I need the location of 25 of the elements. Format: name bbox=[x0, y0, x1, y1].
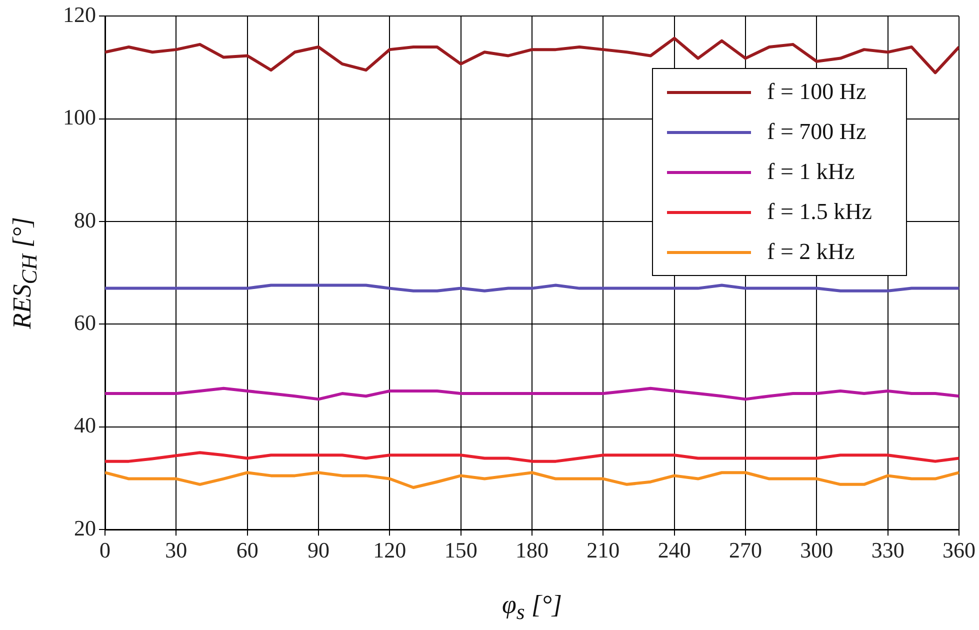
x-tick-label: 360 bbox=[942, 538, 976, 563]
y-tick-label: 80 bbox=[74, 207, 96, 232]
x-tick-label: 60 bbox=[236, 538, 258, 563]
x-tick-label: 210 bbox=[586, 538, 620, 563]
x-tick-label: 90 bbox=[308, 538, 330, 563]
legend-label: f = 1.5 kHz bbox=[767, 199, 872, 226]
x-tick-label: 150 bbox=[444, 538, 478, 563]
y-tick-label: 20 bbox=[74, 515, 96, 540]
x-tick-label: 30 bbox=[165, 538, 188, 563]
x-tick-label: 0 bbox=[100, 538, 110, 563]
x-tick-label: 270 bbox=[729, 538, 762, 563]
x-tick-label: 300 bbox=[800, 538, 834, 563]
x-tick-label: 120 bbox=[373, 538, 406, 563]
legend-label: f = 100 Hz bbox=[767, 79, 866, 106]
legend-label: f = 1 kHz bbox=[767, 159, 855, 186]
legend-label: f = 2 kHz bbox=[767, 239, 855, 266]
y-tick-label: 100 bbox=[63, 104, 96, 130]
x-tick-label: 330 bbox=[871, 538, 904, 563]
y-tick-label: 60 bbox=[74, 310, 96, 336]
legend-label: f = 700 Hz bbox=[767, 119, 866, 146]
x-tick-label: 240 bbox=[658, 538, 691, 563]
x-axis-title: φ$_{s}$ [°] bbox=[502, 590, 562, 626]
y-tick-label: 120 bbox=[63, 2, 96, 27]
x-tick-label: 180 bbox=[516, 538, 548, 563]
y-tick-label: 40 bbox=[74, 412, 96, 438]
